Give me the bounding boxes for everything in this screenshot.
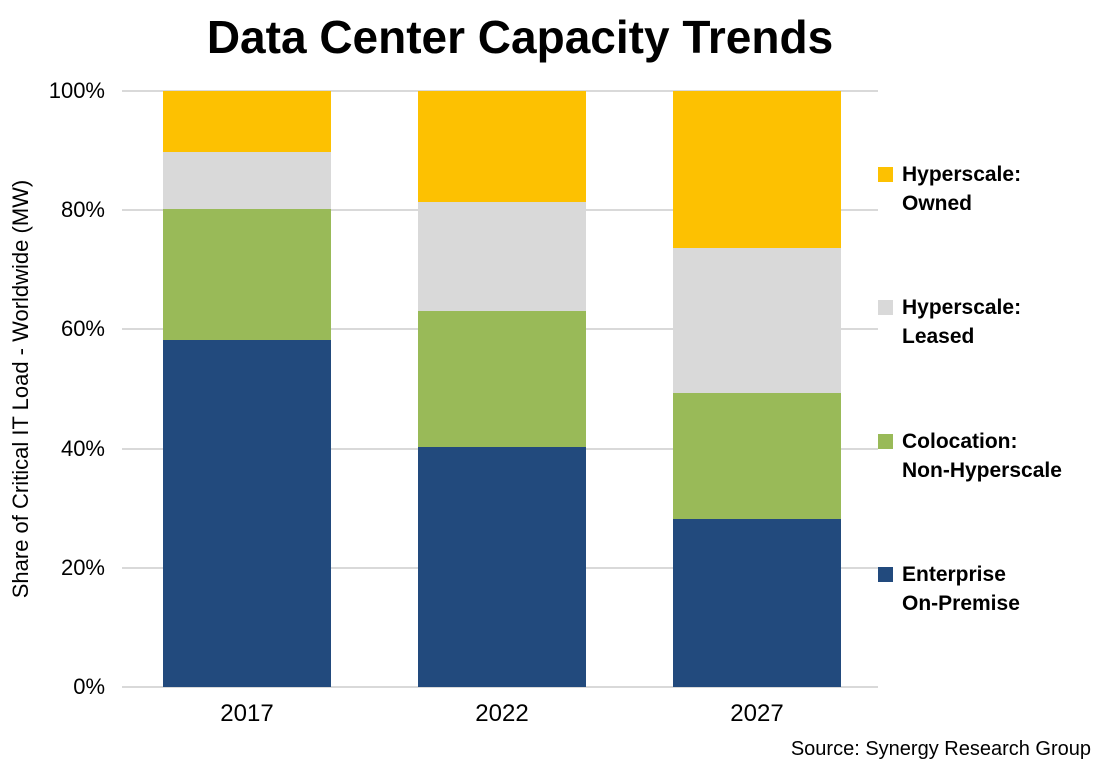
legend-label-hyperscale-leased: Hyperscale: Leased bbox=[902, 296, 1022, 348]
source-note: Source: Synergy Research Group bbox=[790, 738, 1091, 760]
y-tick-label-0pct: 0% bbox=[73, 674, 105, 699]
bar-2022-segment-hyperscale-owned bbox=[418, 91, 586, 202]
legend-swatch-enterprise-on-premise bbox=[878, 567, 893, 582]
bar-2022-segment-enterprise-on-premise bbox=[418, 446, 586, 687]
gridline-0pct bbox=[122, 686, 878, 688]
bar-2017-segment-hyperscale-owned bbox=[163, 91, 331, 152]
bar-2027-segment-hyperscale-leased bbox=[673, 248, 841, 393]
bar-2022 bbox=[418, 91, 586, 687]
y-axis-title: Share of Critical IT Load - Worldwide (M… bbox=[8, 179, 33, 599]
bar-2017-segment-hyperscale-leased bbox=[163, 151, 331, 210]
chart-title: Data Center Capacity Trends bbox=[206, 11, 834, 63]
bar-2027-segment-colocation-non-hyperscale bbox=[673, 392, 841, 519]
legend-swatch-hyperscale-leased bbox=[878, 300, 893, 315]
bar-2017-segment-enterprise-on-premise bbox=[163, 340, 331, 687]
y-tick-label-40pct: 40% bbox=[60, 435, 105, 461]
legend-swatch-colocation-non-hyperscale bbox=[878, 434, 893, 449]
bar-2027-segment-enterprise-on-premise bbox=[673, 518, 841, 687]
y-tick-label-20pct: 20% bbox=[60, 554, 105, 580]
x-tick-label-2022: 2022 bbox=[475, 700, 529, 727]
bar-2017 bbox=[163, 91, 331, 687]
y-tick-label-100pct: 100% bbox=[48, 78, 105, 103]
legend-label-hyperscale-owned: Hyperscale: Owned bbox=[902, 163, 1022, 215]
bar-2027-segment-hyperscale-owned bbox=[673, 91, 841, 249]
y-tick-label-60pct: 60% bbox=[60, 316, 105, 342]
bar-2022-segment-hyperscale-leased bbox=[418, 201, 586, 311]
legend-label-enterprise-on-premise: Enterprise On-Premise bbox=[902, 563, 1020, 615]
bar-2022-segment-colocation-non-hyperscale bbox=[418, 310, 586, 447]
x-tick-label-2017: 2017 bbox=[220, 700, 274, 727]
y-tick-label-80pct: 80% bbox=[60, 197, 105, 223]
bar-2017-segment-colocation-non-hyperscale bbox=[163, 209, 331, 341]
gridline-100pct bbox=[122, 90, 878, 92]
plot-area bbox=[122, 90, 878, 688]
legend-label-colocation-non-hyperscale: Colocation: Non-Hyperscale bbox=[902, 430, 1062, 482]
bar-2027 bbox=[673, 91, 841, 687]
x-tick-label-2027: 2027 bbox=[730, 700, 784, 727]
legend-swatch-hyperscale-owned bbox=[878, 167, 893, 182]
